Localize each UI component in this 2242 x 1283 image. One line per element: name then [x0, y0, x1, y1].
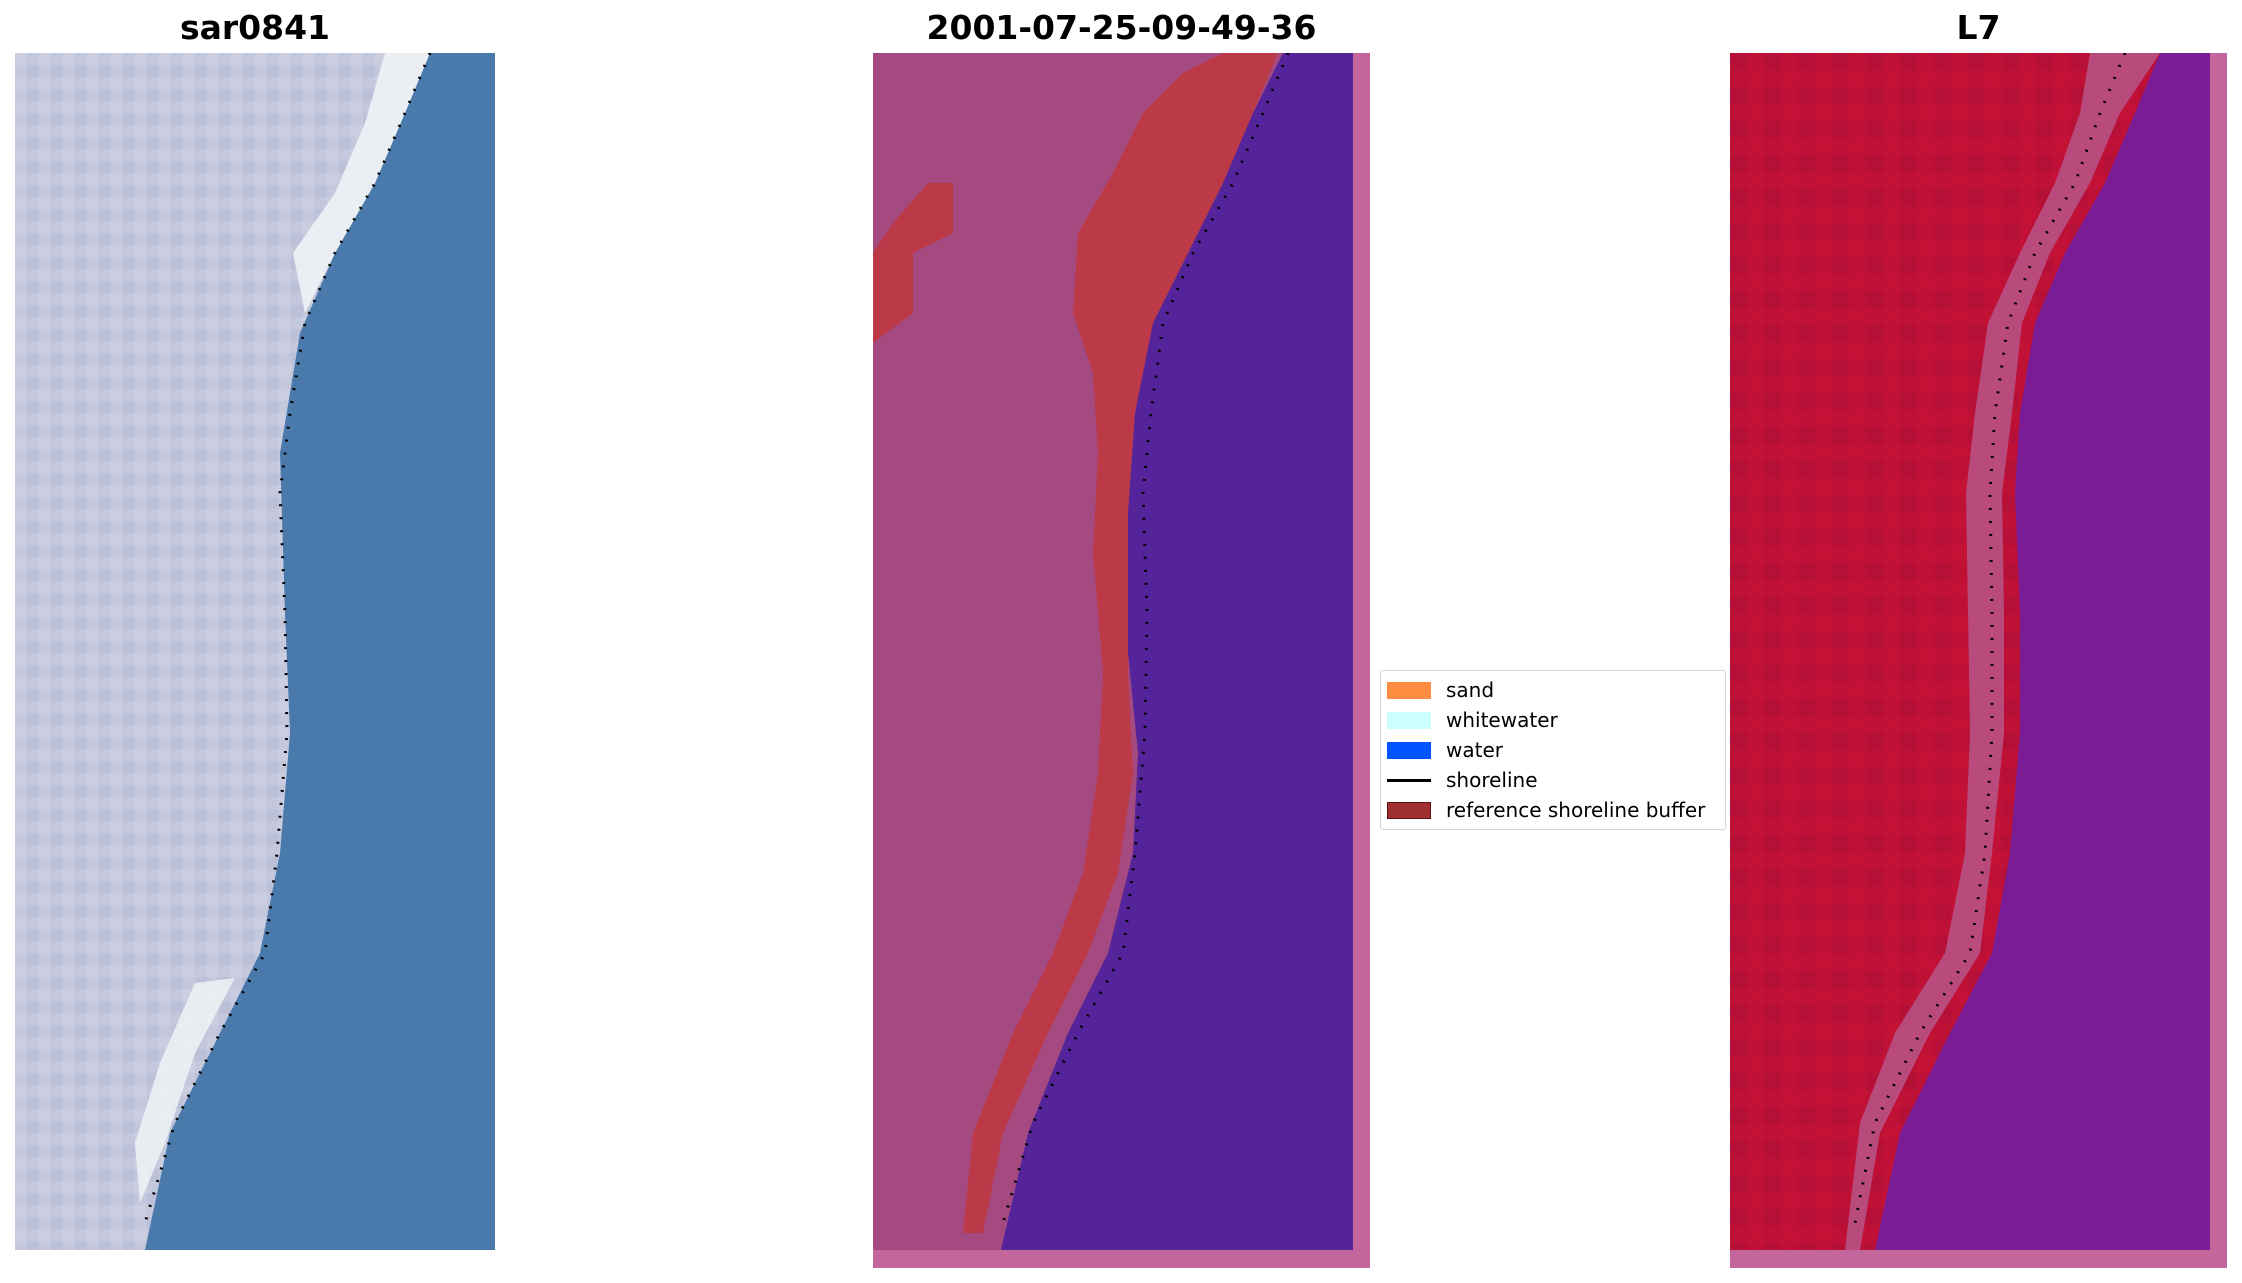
water-area — [1875, 53, 2210, 1250]
panel-title-index: L7 — [1956, 8, 2001, 47]
legend-item-sand: sand — [1387, 677, 1494, 703]
classified-image — [873, 53, 1370, 1268]
legend-item-buffer: reference shoreline buffer — [1387, 797, 1705, 823]
reference-shoreline-buffer — [963, 53, 1278, 1233]
legend-item-shoreline: shoreline — [1387, 767, 1538, 793]
panel-title-rgb: sar0841 — [179, 8, 331, 47]
legend-item-water: water — [1387, 737, 1503, 763]
index-image-panel — [1730, 53, 2227, 1268]
legend-item-whitewater: whitewater — [1387, 707, 1558, 733]
legend-label-water: water — [1446, 738, 1503, 762]
classified-image-panel — [873, 53, 1370, 1268]
rgb-image-panel — [15, 53, 495, 1250]
surf-zone — [293, 53, 430, 313]
transition-zone — [1845, 53, 2160, 1250]
water-swatch — [1387, 741, 1431, 759]
rgb-image — [15, 53, 495, 1250]
legend-label-buffer: reference shoreline buffer — [1446, 798, 1706, 822]
index-image — [1730, 53, 2227, 1268]
shoreline-swatch — [1387, 778, 1431, 782]
panel-title-classified: 2001-07-25-09-49-36 — [926, 8, 1317, 47]
legend-label-shoreline: shoreline — [1446, 768, 1538, 792]
water-area — [145, 53, 495, 1250]
surf-zone-south — [135, 978, 235, 1203]
sand-swatch — [1387, 681, 1431, 699]
legend-label-sand: sand — [1446, 678, 1495, 702]
buffer-swatch — [1387, 801, 1431, 819]
water-area — [1001, 53, 1353, 1250]
legend-label-whitewater: whitewater — [1446, 708, 1558, 732]
buffer-patch-north — [873, 183, 953, 343]
legend: sand whitewater water shoreline referenc… — [1380, 670, 1726, 830]
whitewater-swatch — [1387, 711, 1431, 729]
